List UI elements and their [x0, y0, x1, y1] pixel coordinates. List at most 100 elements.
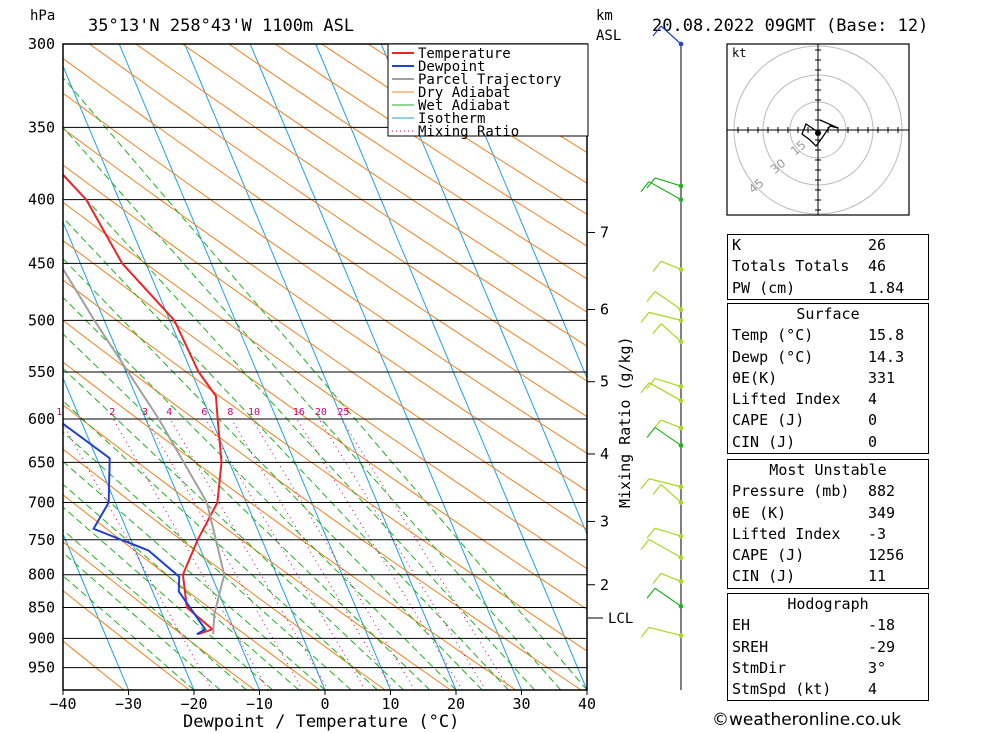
series-dewpoint — [63, 422, 207, 636]
wet-adiabat-line — [63, 552, 221, 690]
hodograph-stats-title: Hodograph — [787, 595, 869, 613]
series-temperature — [63, 173, 223, 636]
wind-dot — [678, 339, 684, 344]
isotherm-lines — [63, 44, 587, 690]
mu-cin-label: CIN (J) — [732, 567, 796, 586]
wet-adiabat-line — [63, 333, 431, 690]
dry-adiabat-line — [63, 128, 587, 492]
mixing-ratio-line — [230, 418, 394, 690]
mixing-ratio-label: 8 — [227, 407, 233, 418]
stmdir-label: StmDir — [732, 658, 787, 677]
wet-adiabat-line — [63, 258, 483, 690]
surface-dewp-value: 14.3 — [868, 347, 905, 366]
km-axis: 7 6 5 4 3 2 — [587, 223, 609, 594]
temperature-tick-label: 20 — [447, 695, 465, 713]
pressure-tick-label: 350 — [28, 118, 55, 136]
wind-barb — [654, 290, 682, 310]
wind-barb — [654, 587, 682, 607]
hodograph-panel: Hodograph EH -18 SREH -29 StmDir 3° StmSpd … — [727, 593, 929, 702]
wet-adiabat-line — [63, 173, 535, 690]
mu-cape-label: CAPE (J) — [732, 546, 805, 565]
temperature-tick-label: 30 — [513, 695, 531, 713]
pressure-tick-label: 900 — [28, 629, 55, 647]
series-parcel-trajectory — [63, 266, 226, 635]
mixing-ratio-line — [145, 418, 304, 690]
wind-barb — [648, 478, 682, 488]
wet-adiabat-lines — [63, 76, 587, 690]
isotherm-line — [63, 64, 326, 690]
legend-temperature: Temperature — [418, 46, 511, 62]
mixing-ratio-label: 2 — [109, 407, 115, 418]
wind-dot — [678, 267, 684, 272]
wind-dot — [678, 318, 684, 323]
km-tick-label: 5 — [600, 373, 609, 391]
wind-dot — [678, 197, 684, 202]
asl-label: ASL — [596, 28, 621, 44]
temperature-tick-label: −30 — [115, 695, 142, 713]
mu-pressure-value: 882 — [868, 482, 896, 501]
wet-adiabat-line — [63, 506, 273, 690]
wind-barb — [648, 538, 682, 559]
surface-theta-label: θE(K) — [732, 368, 778, 387]
wet-adiabat-line — [63, 431, 352, 690]
plot-frame — [62, 43, 588, 691]
pw-value: 1.84 — [868, 278, 905, 297]
wind-dot — [678, 633, 684, 638]
isotherm-line — [118, 44, 391, 690]
pressure-tick-label: 700 — [28, 493, 55, 511]
dry-adiabat-line — [63, 590, 190, 690]
wet-adiabat-line — [63, 296, 457, 690]
wind-barb — [660, 323, 682, 343]
mixing-ratio-lines — [63, 418, 511, 690]
surface-title: Surface — [796, 305, 860, 323]
hodograph-unit: kt — [732, 46, 746, 60]
credit-link[interactable]: ©weatheronline.co.uk — [712, 710, 902, 730]
pressure-tick-label: 550 — [28, 363, 55, 381]
wind-barb — [660, 25, 682, 45]
surface-cape-label: CAPE (J) — [732, 411, 805, 430]
surface-li-label: Lifted Index — [732, 390, 841, 409]
legend-dry: Dry Adiabat — [418, 85, 511, 101]
mixing-ratio-label: 6 — [201, 407, 207, 418]
wind-profile — [640, 25, 684, 690]
wind-dot — [678, 307, 684, 312]
dry-adiabat-line — [63, 404, 451, 690]
dry-adiabat-line — [63, 448, 386, 690]
mixing-ratio-line — [318, 418, 487, 690]
isotherm-line — [446, 44, 587, 380]
km-tick-label: 2 — [600, 576, 609, 594]
km-tick-label: 7 — [600, 223, 609, 241]
temperature-tick-label: −20 — [181, 695, 208, 713]
mixing-ratio-label: 25 — [337, 407, 349, 418]
location-title: 35°13'N 258°43'W 1100m ASL — [88, 16, 354, 36]
hodograph-trace — [801, 119, 839, 147]
surface-cape-value: 0 — [868, 411, 878, 430]
sreh-value: -29 — [868, 637, 896, 656]
wind-barb — [654, 426, 682, 446]
wet-adiabat-line — [63, 367, 404, 690]
wet-adiabat-line — [63, 483, 300, 690]
mu-theta-value: 349 — [868, 503, 896, 522]
pressure-tick-label: 800 — [28, 566, 55, 584]
km-tick-label: 4 — [600, 445, 609, 463]
wind-barb-flag — [652, 573, 662, 584]
km-label: km — [596, 8, 613, 24]
dry-adiabat-line — [63, 279, 587, 652]
wind-dot — [678, 425, 684, 431]
pressure-tick-label: 950 — [28, 659, 55, 677]
wind-barb-flag — [652, 323, 662, 334]
pressure-tick-label: 450 — [28, 254, 55, 272]
mixing-ratio-label: 3 — [142, 407, 148, 418]
mixing-ratio-labels: 1 2 3 4 6 8 10 16 20 25 — [56, 407, 349, 418]
unstable-title: Most Unstable — [769, 461, 887, 479]
mixing-ratio-label: 1 — [56, 407, 62, 418]
dry-adiabat-line — [63, 201, 587, 570]
wind-barb — [648, 311, 682, 321]
wind-barb-flag — [652, 260, 662, 272]
stmspd-value: 4 — [868, 680, 878, 699]
pressure-unit-label: hPa — [30, 8, 55, 24]
dry-adiabat-line — [63, 361, 517, 690]
wet-adiabat-line — [63, 529, 247, 690]
pressure-tick-label: 650 — [28, 453, 55, 471]
isotherm-line — [315, 44, 587, 690]
